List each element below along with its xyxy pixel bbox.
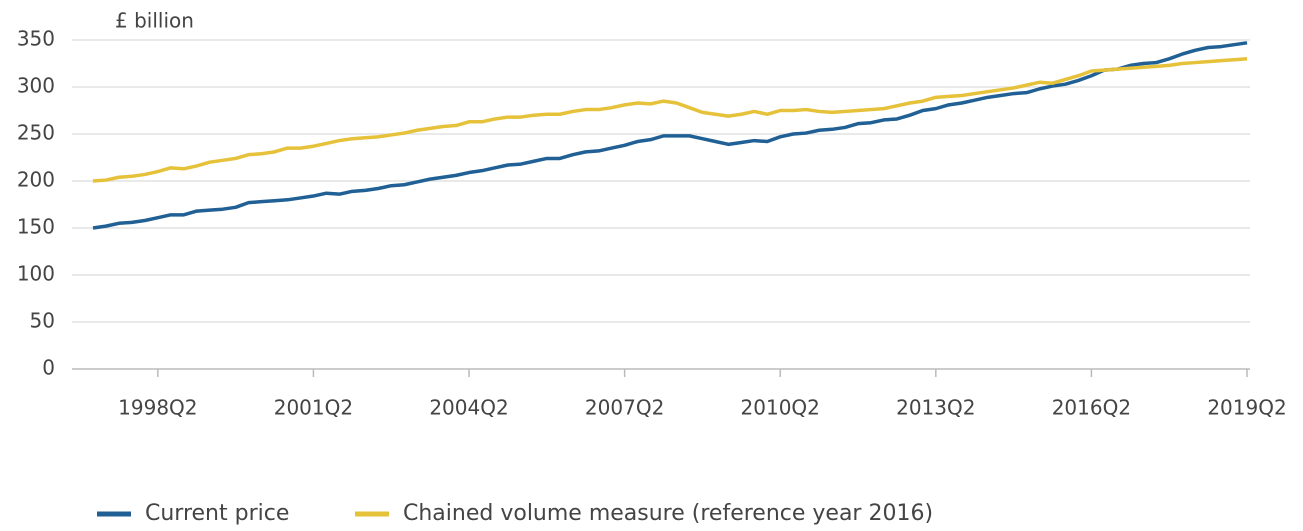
y-tick-label: 350: [17, 27, 55, 51]
x-tick-label: 2013Q2: [896, 396, 975, 420]
y-axis-label: £ billion: [115, 9, 194, 33]
y-tick-label: 150: [17, 215, 55, 239]
y-tick-label: 0: [42, 356, 55, 380]
legend-label: Chained volume measure (reference year 2…: [403, 501, 933, 526]
x-tick-label: 2010Q2: [741, 396, 820, 420]
y-tick-label: 50: [30, 309, 55, 333]
legend-label: Current price: [145, 501, 289, 526]
x-tick-label: 1998Q2: [118, 396, 197, 420]
y-tick-label: 250: [17, 121, 55, 145]
series-line: [92, 57, 1248, 183]
y-tick-label: 300: [17, 74, 55, 98]
y-tick-label: 200: [17, 168, 55, 192]
x-tick-label: 2019Q2: [1207, 396, 1286, 420]
x-tick-label: 2016Q2: [1052, 396, 1131, 420]
y-tick-label: 100: [17, 262, 55, 286]
x-tick-label: 2004Q2: [429, 396, 508, 420]
x-tick-label: 2001Q2: [274, 396, 353, 420]
x-tick-label: 2007Q2: [585, 396, 664, 420]
series-line: [92, 41, 1248, 230]
